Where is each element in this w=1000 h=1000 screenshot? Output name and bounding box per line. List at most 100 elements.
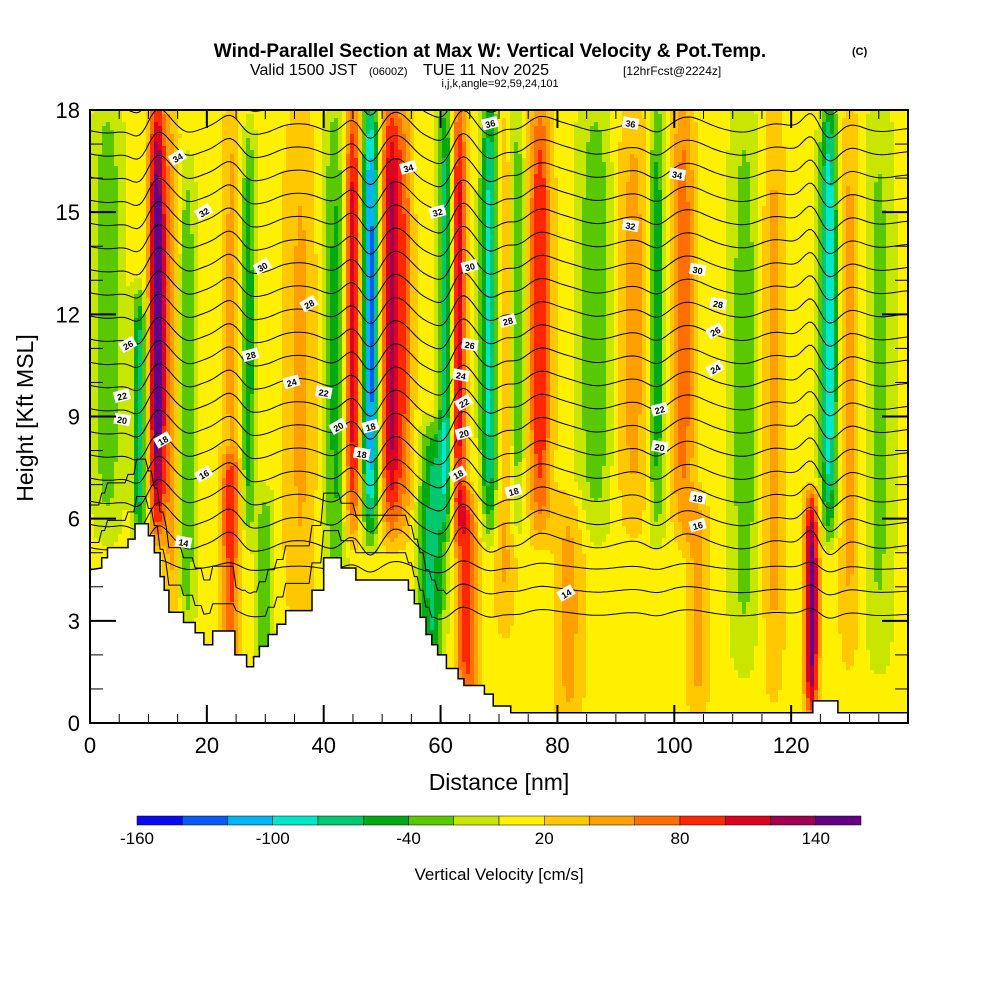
velocity-cell bbox=[478, 450, 483, 503]
theta-contour-34 bbox=[90, 131, 908, 164]
contour-label-bg bbox=[650, 401, 669, 417]
velocity-cell bbox=[694, 498, 699, 687]
velocity-cell bbox=[218, 110, 223, 447]
contour-label-text: 18 bbox=[692, 493, 704, 505]
velocity-cell bbox=[642, 118, 647, 511]
velocity-cell bbox=[802, 694, 807, 723]
velocity-cell bbox=[546, 110, 551, 119]
velocity-cell bbox=[194, 182, 199, 619]
velocity-cell bbox=[158, 438, 163, 483]
velocity-cell bbox=[366, 514, 371, 531]
velocity-cell bbox=[826, 154, 831, 475]
velocity-cell bbox=[682, 478, 687, 535]
velocity-cell bbox=[562, 686, 567, 723]
velocity-cell bbox=[422, 482, 427, 627]
velocity-cell bbox=[746, 110, 751, 163]
velocity-cell bbox=[190, 234, 195, 563]
velocity-cell bbox=[282, 110, 287, 171]
velocity-cell bbox=[654, 466, 659, 523]
velocity-cell bbox=[162, 526, 167, 547]
velocity-cell bbox=[102, 502, 107, 547]
contour-label: 34 bbox=[167, 148, 188, 167]
velocity-cell bbox=[458, 526, 463, 547]
velocity-cell bbox=[186, 110, 191, 151]
contour-label: 18 bbox=[504, 483, 523, 499]
velocity-cell bbox=[486, 534, 491, 551]
velocity-cell bbox=[638, 414, 643, 535]
velocity-cell bbox=[542, 530, 547, 551]
velocity-cell bbox=[826, 554, 831, 723]
velocity-cell bbox=[130, 110, 135, 283]
velocity-cell bbox=[594, 110, 599, 123]
velocity-cell bbox=[154, 174, 159, 455]
velocity-cell bbox=[394, 522, 399, 539]
contour-label-bg bbox=[705, 322, 725, 340]
contour-label-text: 36 bbox=[484, 118, 496, 130]
velocity-cell bbox=[138, 278, 143, 291]
velocity-cell bbox=[782, 650, 787, 723]
contour-label-text: 32 bbox=[432, 207, 444, 219]
velocity-cell bbox=[486, 190, 491, 435]
contour-label-bg bbox=[688, 517, 707, 533]
velocity-cell bbox=[430, 466, 435, 631]
velocity-cell bbox=[434, 434, 439, 459]
velocity-cell bbox=[274, 110, 279, 631]
velocity-cell bbox=[730, 110, 735, 659]
velocity-cell bbox=[354, 506, 359, 531]
velocity-cell bbox=[682, 558, 687, 723]
contour-label: 24 bbox=[282, 374, 301, 390]
velocity-cell bbox=[226, 446, 231, 455]
velocity-cell bbox=[810, 498, 815, 511]
terrain-profile bbox=[90, 523, 908, 723]
velocity-cell bbox=[866, 114, 871, 651]
velocity-cell bbox=[530, 510, 535, 547]
velocity-cell bbox=[590, 110, 595, 127]
contour-label-text: 34 bbox=[402, 162, 414, 174]
velocity-cell bbox=[498, 634, 503, 723]
velocity-cell bbox=[346, 110, 351, 155]
velocity-cell bbox=[734, 110, 739, 259]
velocity-cell bbox=[494, 110, 499, 115]
velocity-cell bbox=[290, 110, 295, 623]
y-tick-label: 15 bbox=[56, 200, 80, 225]
velocity-cell bbox=[750, 522, 755, 671]
velocity-cell bbox=[826, 526, 831, 543]
velocity-cell bbox=[690, 482, 695, 559]
theta-contour-29 bbox=[90, 247, 908, 280]
velocity-cell bbox=[202, 110, 207, 723]
theta-contour-17 bbox=[90, 525, 908, 558]
velocity-cell bbox=[422, 110, 427, 415]
velocity-cell bbox=[234, 446, 239, 463]
velocity-cell bbox=[370, 518, 375, 535]
velocity-cell bbox=[142, 290, 147, 315]
velocity-cell bbox=[370, 534, 375, 547]
contour-label: 20 bbox=[113, 412, 132, 427]
velocity-cell bbox=[306, 110, 311, 627]
contour-label: 28 bbox=[709, 296, 728, 311]
contour-label-bg bbox=[153, 431, 173, 449]
colorbar-segment bbox=[317, 815, 364, 826]
contour-label: 30 bbox=[460, 258, 479, 274]
velocity-cell bbox=[870, 110, 875, 671]
velocity-cell bbox=[846, 586, 851, 671]
velocity-cell bbox=[246, 110, 251, 115]
velocity-cell bbox=[426, 506, 431, 599]
velocity-cell bbox=[598, 110, 603, 131]
theta-contour-20 bbox=[90, 455, 908, 489]
velocity-cell bbox=[446, 478, 451, 515]
velocity-cell bbox=[830, 186, 835, 439]
velocity-cell bbox=[514, 142, 519, 467]
contour-label-bg bbox=[454, 425, 473, 441]
velocity-cell bbox=[490, 478, 495, 511]
colorbar-tick-label: -160 bbox=[120, 829, 154, 848]
velocity-cell bbox=[790, 110, 795, 723]
velocity-cell bbox=[398, 150, 403, 479]
velocity-cell bbox=[106, 110, 111, 123]
velocity-cell bbox=[694, 122, 699, 499]
velocity-cell bbox=[254, 130, 259, 679]
contour-label: 22 bbox=[314, 385, 333, 400]
contour-label-bg bbox=[252, 257, 272, 276]
velocity-cell bbox=[158, 482, 163, 507]
contour-label-bg bbox=[621, 116, 640, 130]
velocity-cell bbox=[842, 118, 847, 663]
